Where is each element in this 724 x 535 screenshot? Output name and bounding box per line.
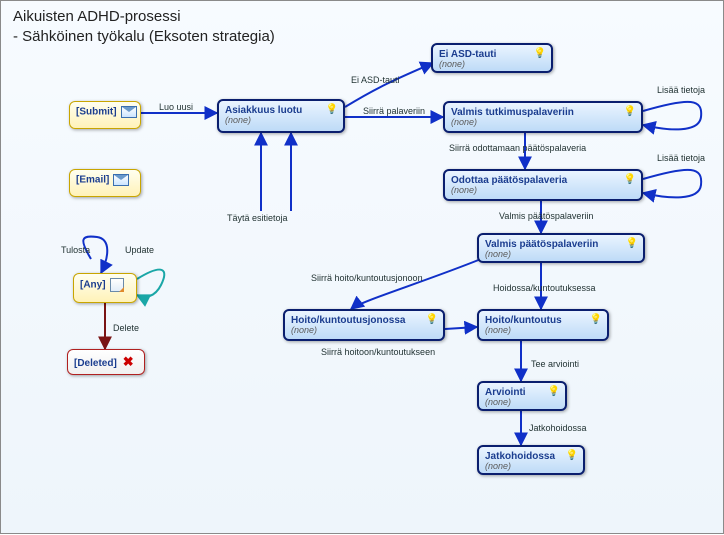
title-line-2: - Sähköinen työkalu (Eksoten strategia)	[13, 27, 275, 47]
node-any: [Any]	[73, 273, 137, 303]
edge-10	[351, 259, 481, 309]
node-sublabel: (none)	[291, 325, 437, 335]
edge-label: Delete	[113, 323, 139, 333]
edit-icon	[110, 278, 124, 292]
node-label: [Submit]	[76, 106, 134, 118]
bulb-icon: 💡	[624, 174, 636, 185]
bulb-icon: 💡	[534, 48, 546, 59]
envelope-icon	[113, 174, 129, 186]
bulb-icon: 💡	[548, 386, 560, 397]
node-sublabel: (none)	[439, 59, 545, 69]
edge-label: Valmis päätöspalaveriin	[499, 211, 593, 221]
edge-11	[445, 327, 477, 329]
edge-label: Lisää tietoja	[657, 153, 705, 163]
edge-label: Ei ASD-tauti	[351, 75, 400, 85]
node-deleted: [Deleted]✖	[67, 349, 145, 375]
edge-label: Lisää tietoja	[657, 85, 705, 95]
edge-3	[345, 63, 433, 107]
node-jatko: Jatkohoidossa(none)💡	[477, 445, 585, 475]
edge-label: Tee arviointi	[531, 359, 579, 369]
delete-icon: ✖	[123, 354, 134, 369]
bulb-icon: 💡	[566, 450, 578, 461]
node-sublabel: (none)	[225, 115, 337, 125]
diagram-title: Aikuisten ADHD-prosessi - Sähköinen työk…	[13, 7, 275, 46]
node-hoitoj: Hoito/kuntoutusjonossa(none)💡	[283, 309, 445, 341]
bulb-icon: 💡	[426, 314, 438, 325]
node-label: [Email]	[76, 174, 134, 186]
node-sublabel: (none)	[485, 249, 637, 259]
edge-label: Siirrä palaveriin	[363, 106, 425, 116]
bulb-icon: 💡	[326, 104, 338, 115]
edge-label: Hoidossa/kuntoutuksessa	[493, 283, 596, 293]
node-valmisp: Valmis päätöspalaveriin(none)💡	[477, 233, 645, 263]
title-line-1: Aikuisten ADHD-prosessi	[13, 7, 275, 27]
edge-label: Luo uusi	[159, 102, 193, 112]
node-hoito: Hoito/kuntoutus(none)💡	[477, 309, 609, 341]
edge-label: Tulosta	[61, 245, 90, 255]
bulb-icon: 💡	[626, 238, 638, 249]
node-sublabel: (none)	[451, 117, 635, 127]
node-odottaa: Odottaa päätöspalaveria(none)💡	[443, 169, 643, 201]
bulb-icon: 💡	[590, 314, 602, 325]
node-email: [Email]	[69, 169, 141, 197]
node-label: [Any]	[80, 278, 130, 292]
envelope-icon	[121, 106, 137, 118]
node-arviointi: Arviointi(none)💡	[477, 381, 567, 411]
bulb-icon: 💡	[624, 106, 636, 117]
node-asiakkuus: Asiakkuus luotu(none)💡	[217, 99, 345, 133]
edge-label: Siirrä hoitoon/kuntoutukseen	[321, 347, 435, 357]
edge-label: Update	[125, 245, 154, 255]
edge-label: Täytä esitietoja	[227, 213, 288, 223]
edge-label: Siirrä odottamaan päätöspalaveria	[449, 143, 586, 153]
node-submit: [Submit]	[69, 101, 141, 129]
edge-label: Siirrä hoito/kuntoutusjonoon	[311, 273, 423, 283]
node-label: [Deleted]✖	[74, 354, 138, 370]
node-eiasd: Ei ASD-tauti(none)💡	[431, 43, 553, 73]
node-sublabel: (none)	[485, 397, 559, 407]
edge-6	[643, 102, 701, 130]
node-sublabel: (none)	[485, 461, 577, 471]
edge-15	[137, 270, 164, 297]
edge-label: Jatkohoidossa	[529, 423, 587, 433]
node-sublabel: (none)	[485, 325, 601, 335]
node-valmist: Valmis tutkimuspalaveriin(none)💡	[443, 101, 643, 133]
edge-7	[643, 170, 701, 198]
node-sublabel: (none)	[451, 185, 635, 195]
